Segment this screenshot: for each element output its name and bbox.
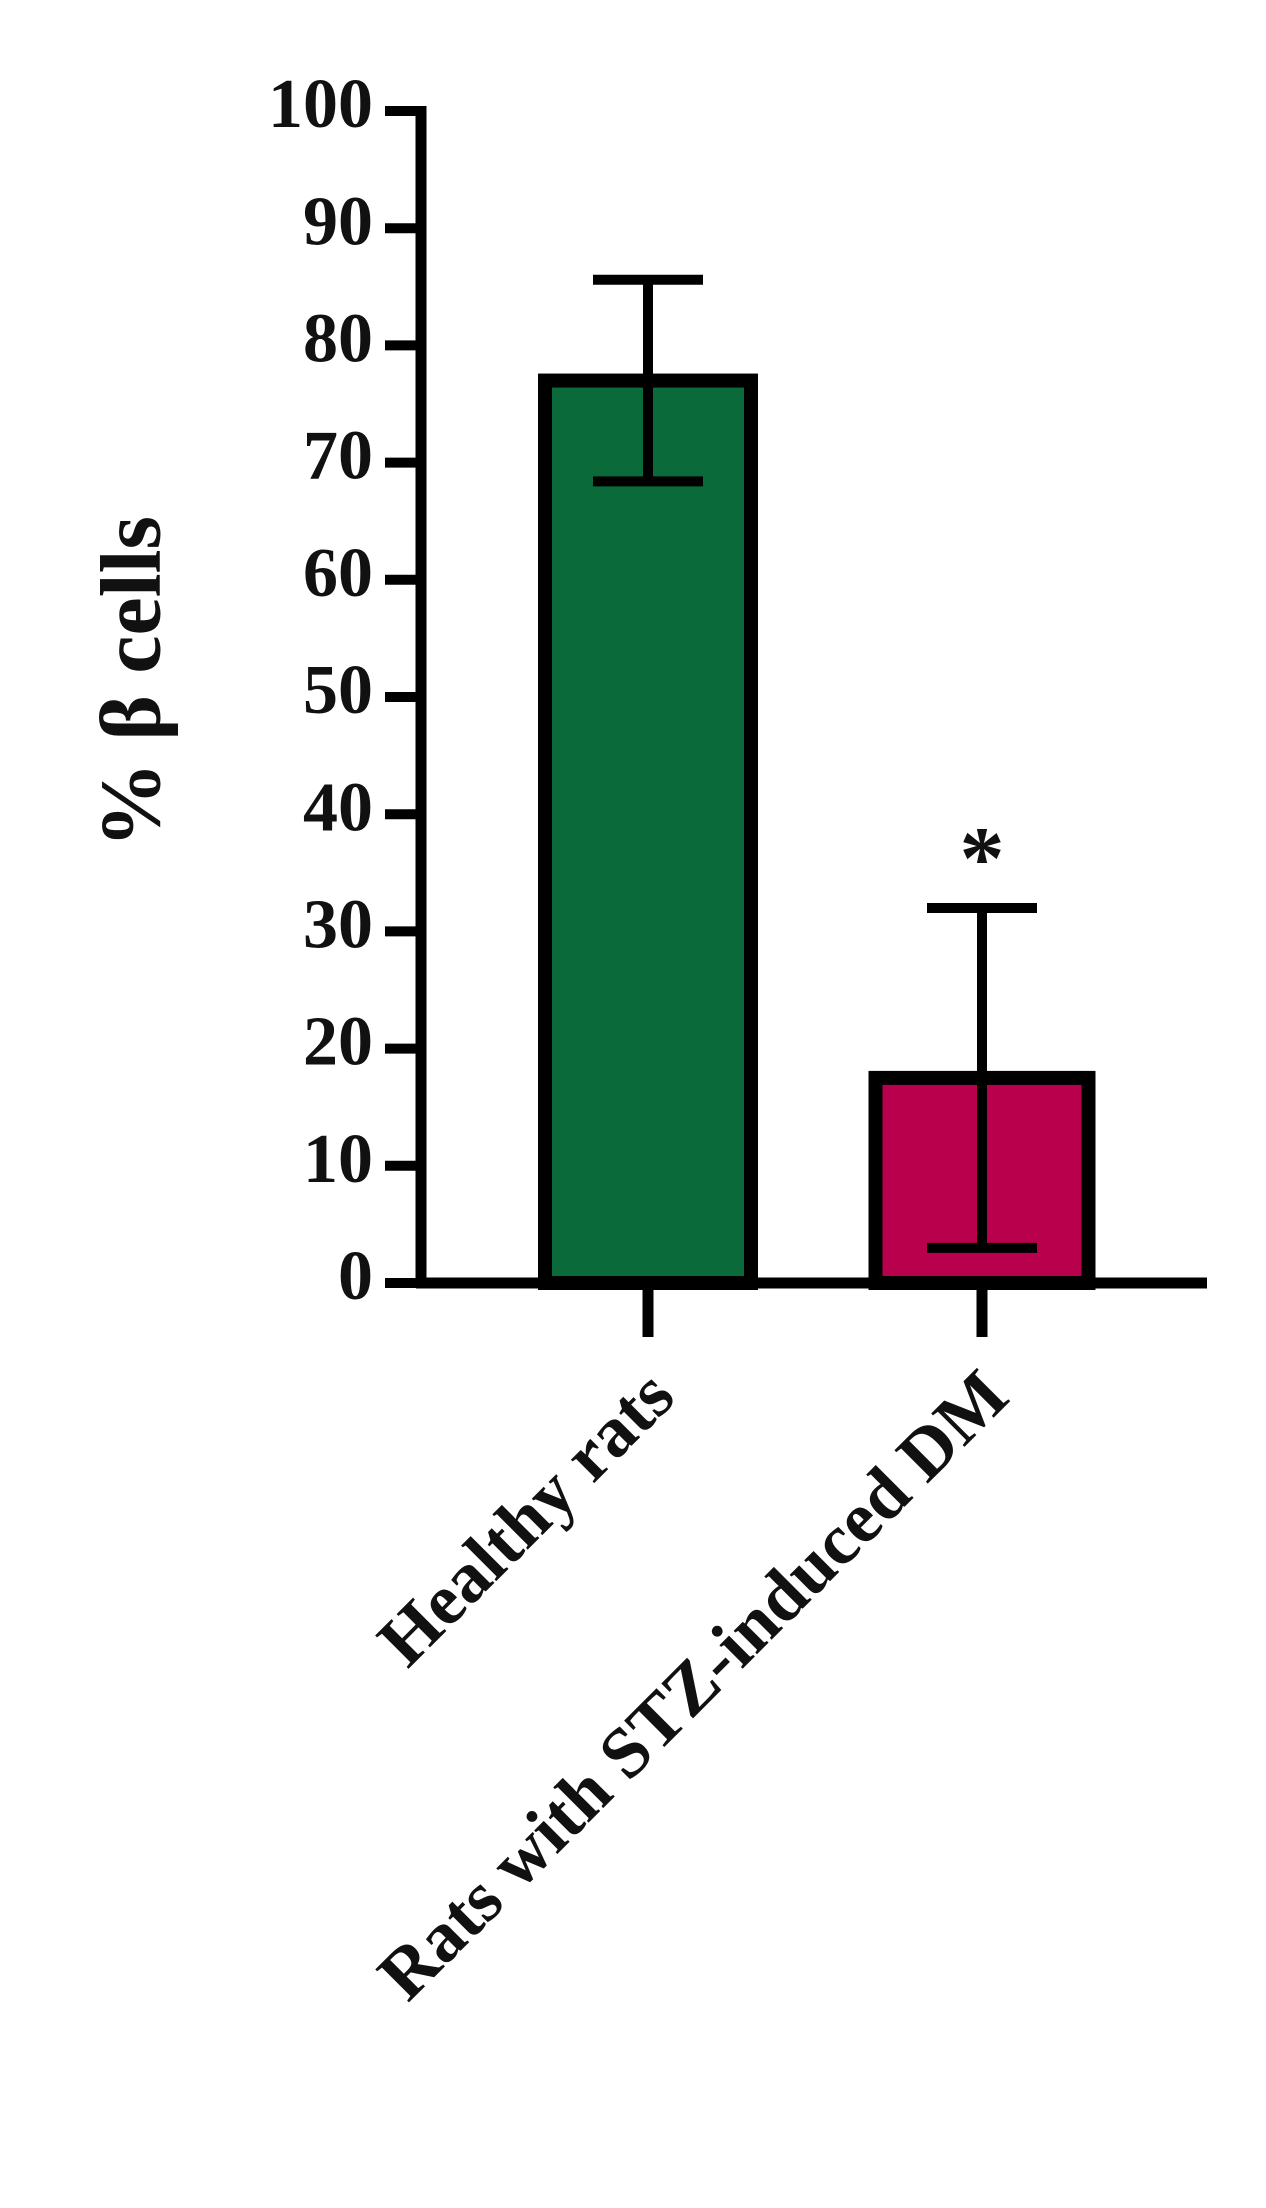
error-bar bbox=[927, 902, 1037, 1253]
y-tick-label: 100 bbox=[268, 66, 373, 143]
x-tick-label: Healthy rats bbox=[362, 1354, 689, 1681]
y-tick-label: 10 bbox=[303, 1121, 373, 1198]
y-tick-label: 0 bbox=[338, 1238, 373, 1315]
y-tick-label: 30 bbox=[303, 886, 373, 963]
x-tick-label: Rats with STZ-induced DM bbox=[362, 1354, 1023, 2015]
bar bbox=[538, 373, 758, 1290]
y-axis-label: % β cells bbox=[83, 516, 179, 848]
annotation: * bbox=[960, 810, 1005, 909]
y-tick-label: 20 bbox=[303, 1004, 373, 1081]
y-tick-label: 90 bbox=[303, 183, 373, 260]
y-tick-label: 60 bbox=[303, 535, 373, 612]
error-bar bbox=[593, 274, 703, 487]
y-tick-label: 50 bbox=[303, 652, 373, 729]
y-tick-label: 70 bbox=[303, 418, 373, 495]
y-tick-label: 80 bbox=[303, 300, 373, 377]
y-tick-label: 40 bbox=[303, 769, 373, 846]
